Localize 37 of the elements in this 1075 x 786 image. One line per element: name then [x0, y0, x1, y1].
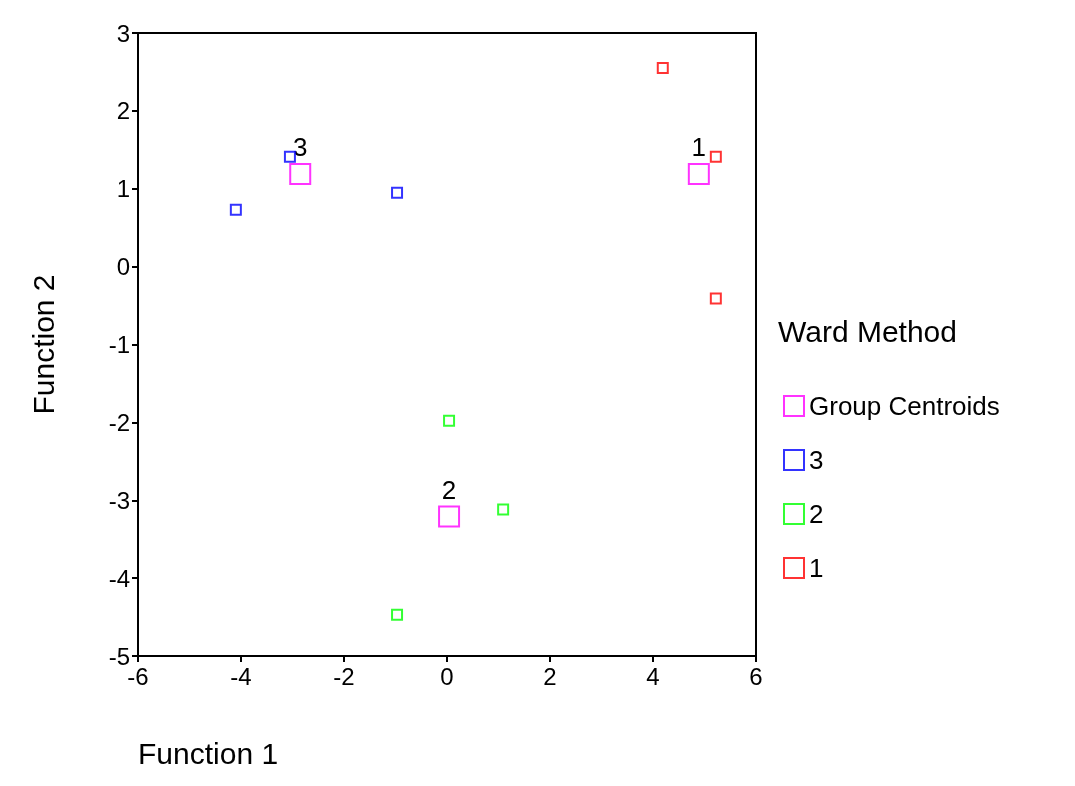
legend-label: Group Centroids	[809, 391, 1000, 421]
point	[283, 150, 296, 163]
x-tick-label: 0	[440, 662, 454, 690]
y-tick-label: 1	[116, 175, 130, 203]
y-tick-label: 2	[116, 97, 130, 125]
point	[497, 503, 510, 516]
y-tick-label: -4	[108, 564, 130, 592]
point	[438, 505, 461, 528]
x-tick-label: 6	[749, 662, 763, 690]
y-tick-label: 3	[116, 19, 130, 47]
point	[656, 62, 669, 75]
point	[391, 608, 404, 621]
point	[687, 162, 710, 185]
x-tick-label: -4	[230, 662, 252, 690]
point	[709, 150, 722, 163]
y-tick-label: -2	[108, 408, 130, 436]
point	[289, 162, 312, 185]
y-tick-label: -1	[108, 331, 130, 358]
point	[391, 186, 404, 199]
y-tick-label: 0	[116, 253, 130, 281]
y-tick-label: -3	[108, 486, 130, 514]
annotation: 2	[441, 474, 457, 505]
legend-label: 3	[809, 445, 824, 475]
annotation: 1	[691, 131, 707, 162]
point	[443, 414, 456, 427]
legend-label: 1	[809, 553, 824, 583]
x-tick-label: 2	[543, 662, 557, 690]
point	[709, 292, 722, 305]
legend-label: 2	[809, 499, 824, 529]
x-axis-title: Function 1	[138, 736, 279, 770]
y-axis-title: Function 2	[26, 274, 60, 415]
annotation: 3	[292, 131, 308, 162]
x-tick-label: 4	[646, 662, 660, 690]
y-tick-label: -5	[108, 642, 130, 670]
legend-title: Ward Method	[778, 314, 957, 348]
point	[229, 203, 242, 216]
x-tick-label: -2	[333, 662, 355, 690]
